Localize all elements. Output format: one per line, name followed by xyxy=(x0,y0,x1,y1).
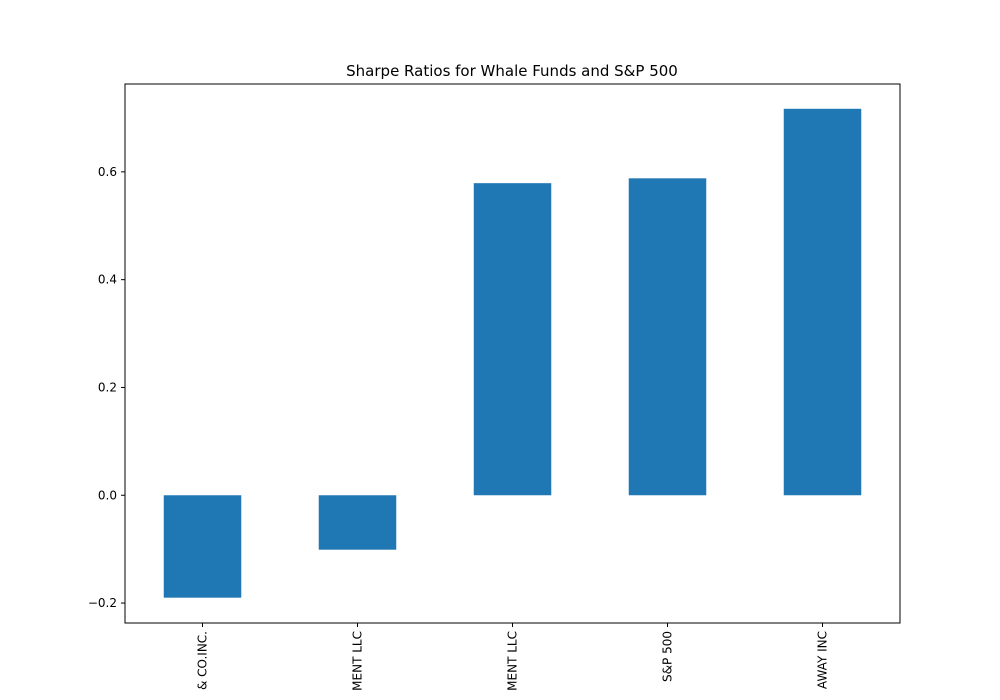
y-tick-label: −0.2 xyxy=(88,596,117,610)
y-axis: −0.2 0.0 0.2 0.4 0.6 xyxy=(88,165,125,610)
bar-4 xyxy=(629,178,707,495)
y-tick-label: 0.4 xyxy=(98,273,117,287)
chart-title: Sharpe Ratios for Whale Funds and S&P 50… xyxy=(346,62,678,80)
bars-group xyxy=(164,109,862,598)
y-tick-label: 0.6 xyxy=(98,165,117,179)
x-tick-label: AWAY INC xyxy=(816,631,830,689)
y-tick-label: 0.0 xyxy=(98,488,117,502)
bar-3 xyxy=(474,183,552,495)
bar-5 xyxy=(784,109,862,495)
x-tick-label: MENT LLC xyxy=(351,631,365,691)
x-tick-label: MENT LLC xyxy=(506,631,520,691)
x-axis: & CO.INC. MENT LLC MENT LLC S&P 500 AWAY INC xyxy=(196,623,830,691)
bar-2 xyxy=(319,495,397,549)
bar-1 xyxy=(164,495,242,597)
y-tick-label: 0.2 xyxy=(98,380,117,394)
x-tick-label: S&P 500 xyxy=(661,631,675,682)
x-tick-label: & CO.INC. xyxy=(196,631,210,690)
